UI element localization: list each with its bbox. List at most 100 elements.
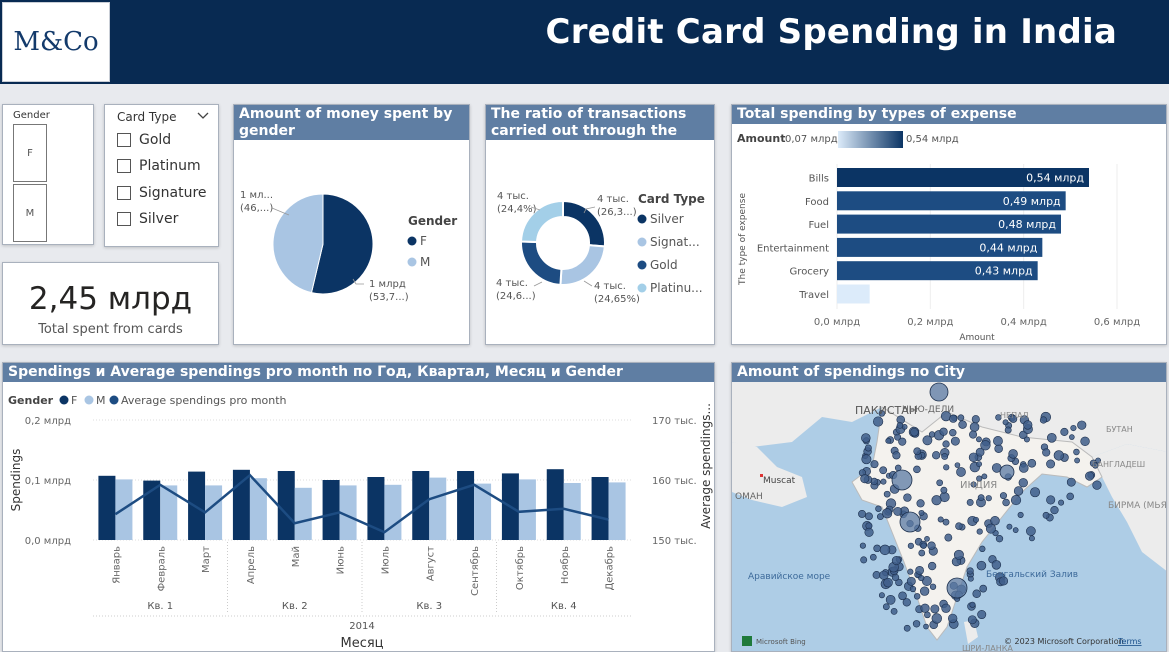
category-label: Fuel — [809, 220, 829, 231]
microsoft-logo — [742, 636, 752, 646]
data-label: 4 тыс. — [597, 194, 629, 205]
bar-m — [384, 484, 402, 540]
pie-slice — [310, 193, 374, 295]
city-bubble — [921, 576, 932, 586]
city-bubble — [1046, 459, 1056, 469]
visual-title: Spendings и Average spendings pro month … — [3, 363, 714, 382]
city-bubble — [1074, 457, 1080, 464]
city-bubble — [879, 466, 888, 475]
city-bubble — [883, 577, 893, 588]
gender-option-f[interactable]: F — [13, 124, 47, 182]
city-bubble — [924, 536, 930, 542]
city-bubble — [1012, 527, 1019, 533]
card-type-option-silver[interactable]: Silver — [117, 211, 178, 227]
checkbox[interactable] — [117, 133, 131, 147]
city-bubble — [936, 479, 944, 487]
city-bubble — [913, 593, 921, 600]
bar-m — [474, 483, 492, 540]
quarter-label: Кв. 2 — [282, 601, 308, 612]
quarter-label: Кв. 1 — [147, 601, 173, 612]
legend-marker — [407, 257, 417, 267]
x-axis-label: Месяц — [340, 636, 383, 651]
leader-line — [583, 280, 593, 287]
city-bubble — [885, 595, 896, 605]
legend-label: M — [96, 394, 106, 407]
city-bubble — [885, 437, 892, 444]
city-bubble — [991, 560, 1002, 570]
checkbox[interactable] — [117, 159, 131, 173]
bar-f — [457, 471, 475, 540]
checkbox[interactable] — [117, 212, 131, 226]
map-label: ШРИ-ЛАНКА — [962, 644, 1013, 652]
gender-option-m[interactable]: M — [13, 184, 47, 242]
city-bubble — [1010, 494, 1022, 506]
map-terms-link: Terms — [1117, 637, 1142, 646]
city-bubble — [977, 494, 985, 502]
city-bubble — [972, 516, 979, 523]
gradient-legend-bar — [838, 131, 903, 148]
city-bubble — [893, 506, 903, 516]
gradient-legend-max: 0,54 млрд — [906, 134, 959, 145]
city-bubble — [869, 553, 877, 561]
y-tick-label: 0,1 млрд — [25, 476, 71, 487]
checkbox[interactable] — [117, 186, 131, 200]
land-oman — [732, 442, 807, 507]
land-north — [732, 382, 1166, 457]
city-bubble — [939, 427, 948, 436]
x-tick-label: Июнь — [336, 546, 347, 574]
city-bubble — [979, 584, 988, 593]
city-bubble — [1039, 416, 1048, 424]
city-bubble — [882, 603, 890, 611]
bar-m — [608, 482, 626, 540]
map-label: БАНГЛАДЕШ — [1092, 460, 1145, 469]
city-bubble — [1008, 449, 1018, 459]
city-bubble — [878, 592, 885, 599]
city-bubble — [1002, 419, 1009, 426]
kpi-card: 2,45 млрд Total spent from cards — [2, 262, 219, 345]
pie-slice — [519, 199, 564, 244]
kpi-label: Total spent from cards — [38, 322, 183, 337]
city-bubble — [1042, 448, 1051, 457]
leader-line — [583, 206, 596, 214]
bar — [837, 214, 1061, 234]
city-bubble — [1023, 420, 1033, 430]
data-label: (24,6...) — [496, 291, 536, 302]
card-type-option-platinum[interactable]: Platinum — [117, 158, 201, 174]
chevron-down-icon[interactable] — [197, 112, 209, 120]
y2-tick-label: 160 тыс. — [652, 476, 697, 487]
data-label: 1 млрд — [369, 279, 406, 290]
city-bubble — [1046, 495, 1056, 505]
city-bubble — [1080, 436, 1090, 447]
city-bubble-large — [929, 382, 949, 402]
map-label: НЕПАЛ — [1000, 411, 1029, 420]
city-bubble — [953, 549, 964, 560]
city-bubble — [1009, 415, 1018, 423]
city-bubble-large — [999, 464, 1015, 480]
card-type-option-signature[interactable]: Signature — [117, 185, 207, 201]
map-label: Аравийское море — [748, 572, 831, 582]
city-bubble — [907, 568, 914, 575]
card-type-option-gold[interactable]: Gold — [117, 132, 171, 148]
city-bubble-large — [899, 511, 921, 533]
x-tick-label: Июль — [380, 546, 391, 574]
x-tick-label: 0,4 млрд — [1001, 317, 1047, 328]
city-bubble — [967, 615, 977, 625]
legend-marker — [407, 236, 417, 246]
city-bubble — [1066, 492, 1074, 501]
x-tick-label: Ноябрь — [560, 546, 571, 584]
city-bubble — [990, 516, 1000, 526]
option-label: Silver — [139, 211, 179, 227]
bing-attribution: Microsoft Bing — [756, 638, 806, 646]
data-label: 4 тыс. — [594, 281, 626, 292]
city-bubble — [880, 478, 887, 485]
card-type-donut-chart: 4 тыс. (26,3...) 4 тыс. (24,65%) 4 тыс. (24,6… — [496, 191, 705, 305]
city-bubble — [943, 464, 950, 471]
city-bubble — [861, 433, 871, 443]
legend-label: F — [420, 234, 427, 248]
bar-f — [98, 475, 116, 540]
bar-m — [339, 485, 357, 540]
gradient-legend-title: Amount — [737, 132, 785, 145]
expense-bar-card: Total spending by types of expense Amoun… — [731, 104, 1167, 345]
